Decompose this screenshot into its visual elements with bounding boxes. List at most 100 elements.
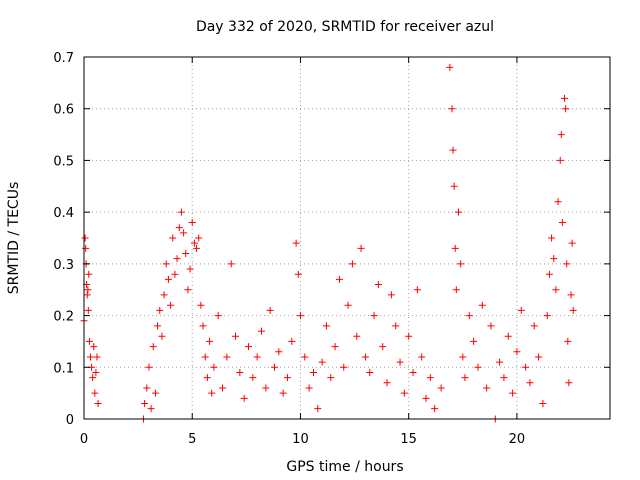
- data-point: [175, 224, 183, 232]
- data-point: [422, 394, 430, 402]
- data-point: [249, 374, 257, 382]
- data-point: [530, 322, 538, 330]
- data-point: [253, 353, 261, 361]
- data-point: [562, 105, 570, 113]
- data-point: [327, 374, 335, 382]
- data-point: [147, 405, 155, 413]
- data-point: [504, 332, 512, 340]
- data-point: [400, 389, 408, 397]
- data-point: [180, 229, 188, 237]
- x-tick-label: 20: [509, 432, 526, 447]
- data-point: [203, 374, 211, 382]
- data-point: [487, 322, 495, 330]
- x-tick-label: 10: [292, 432, 309, 447]
- data-point: [279, 389, 287, 397]
- axis-ticks: 0 5 10 15 20 0 0.1 0.2 0.3 0.4 0.5 0.6 0.7: [53, 51, 610, 447]
- data-point: [366, 368, 374, 376]
- data-point: [431, 405, 439, 413]
- data-point: [186, 265, 194, 273]
- data-point: [500, 374, 508, 382]
- data-point: [348, 260, 356, 268]
- data-point: [93, 353, 101, 361]
- data-point: [141, 399, 149, 407]
- data-point: [418, 353, 426, 361]
- data-point: [162, 260, 170, 268]
- data-point: [361, 353, 369, 361]
- data-point: [450, 182, 458, 190]
- data-point: [535, 353, 543, 361]
- data-point: [331, 343, 339, 351]
- y-tick-label: 0.7: [53, 51, 74, 66]
- data-point: [94, 399, 102, 407]
- data-point: [288, 337, 296, 345]
- data-point: [86, 353, 94, 361]
- y-tick-label: 0.1: [53, 361, 74, 376]
- data-point: [81, 234, 89, 242]
- data-point: [177, 208, 185, 216]
- data-point: [301, 353, 309, 361]
- data-point: [478, 301, 486, 309]
- data-point: [190, 239, 198, 247]
- data-point: [452, 286, 460, 294]
- data-point: [474, 363, 482, 371]
- data-point: [85, 270, 93, 278]
- data-point: [561, 94, 569, 102]
- data-point: [201, 353, 209, 361]
- data-point: [465, 312, 473, 320]
- data-point: [158, 332, 166, 340]
- data-point: [459, 353, 467, 361]
- data-point: [565, 379, 573, 387]
- data-point: [169, 234, 177, 242]
- data-point: [266, 306, 274, 314]
- data-point: [340, 363, 348, 371]
- data-point: [232, 332, 240, 340]
- data-point: [446, 63, 454, 71]
- data-point: [550, 255, 558, 263]
- data-point: [563, 260, 571, 268]
- plot-frame: [83, 56, 611, 420]
- data-point: [154, 322, 162, 330]
- x-tick-label: 15: [400, 432, 417, 447]
- data-point: [91, 389, 99, 397]
- data-point: [160, 291, 168, 299]
- data-point: [387, 291, 395, 299]
- data-point: [558, 218, 566, 226]
- data-point: [409, 368, 417, 376]
- data-point: [199, 322, 207, 330]
- y-axis-label: SRMTID / TECUs: [6, 182, 22, 295]
- data-point: [556, 156, 564, 164]
- data-point: [496, 358, 504, 366]
- x-axis-label: GPS time / hours: [286, 459, 403, 475]
- data-point: [309, 368, 317, 376]
- data-point: [85, 337, 93, 345]
- data-point: [143, 384, 151, 392]
- data-point: [451, 244, 459, 252]
- data-point: [322, 322, 330, 330]
- data-point: [335, 275, 343, 283]
- data-point: [483, 384, 491, 392]
- data-point: [554, 198, 562, 206]
- data-point: [457, 260, 465, 268]
- data-point: [275, 348, 283, 356]
- y-tick-label: 0: [66, 413, 74, 428]
- data-point: [206, 337, 214, 345]
- x-tick-label: 0: [80, 432, 88, 447]
- data-point: [509, 389, 517, 397]
- data-point: [374, 281, 382, 289]
- data-point: [184, 286, 192, 294]
- data-point: [449, 146, 457, 154]
- data-point: [564, 337, 572, 345]
- data-point: [413, 286, 421, 294]
- data-point: [195, 234, 203, 242]
- y-tick-label: 0.6: [53, 103, 74, 118]
- data-point: [245, 343, 253, 351]
- data-point: [568, 239, 576, 247]
- data-point: [522, 363, 530, 371]
- data-point: [545, 270, 553, 278]
- data-point: [262, 384, 270, 392]
- data-point: [193, 244, 201, 252]
- data-point: [314, 405, 322, 413]
- data-point: [357, 244, 365, 252]
- data-point: [164, 275, 172, 283]
- y-tick-label: 0.2: [53, 310, 74, 325]
